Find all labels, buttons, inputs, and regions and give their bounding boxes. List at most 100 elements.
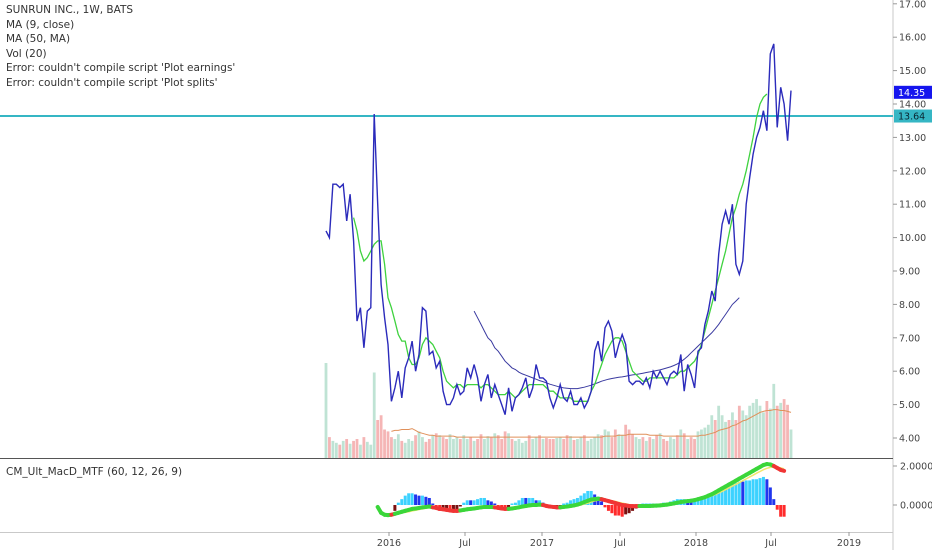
- volume-bar: [417, 431, 421, 458]
- last-price-tag-bg: [894, 85, 932, 99]
- macd-hist-bar: [730, 483, 734, 505]
- volume-bar: [755, 399, 758, 458]
- volume-bar: [414, 435, 417, 458]
- volume-bar: [734, 420, 738, 458]
- volume-bar: [520, 442, 524, 458]
- volume-bar: [365, 441, 369, 458]
- macd-hist-bar: [472, 500, 476, 505]
- macd-hist-bar: [507, 505, 511, 509]
- volume-bar: [469, 437, 473, 458]
- macd-hist-bar: [772, 499, 776, 505]
- volume-bar: [644, 440, 648, 458]
- ma50-line: [473, 297, 740, 390]
- macd-hist-bar: [734, 482, 738, 505]
- macd-hist-bar: [761, 476, 765, 505]
- macd-hist-bar: [407, 493, 411, 505]
- volume-bar: [741, 410, 745, 458]
- macd-hist-bar: [403, 495, 407, 505]
- price-tick-label: 5.00: [899, 400, 920, 411]
- macd-hist-bar: [462, 502, 466, 505]
- macd-hist-bar: [600, 501, 604, 505]
- horizontal-line-tag-label: 13.64: [898, 112, 925, 123]
- macd-hist-bar: [575, 497, 579, 505]
- last-price-tag-label: 14.35: [898, 88, 925, 99]
- volume-bar: [696, 431, 700, 458]
- volume-bar: [372, 372, 376, 458]
- macd-hist-bar: [741, 481, 745, 505]
- volume-bar: [662, 439, 665, 458]
- volume-bar: [748, 405, 752, 458]
- volume-bar: [768, 408, 772, 458]
- volume-bar: [355, 439, 359, 458]
- volume-bar: [359, 444, 362, 458]
- volume-bar: [376, 420, 380, 458]
- volume-bar: [524, 440, 528, 458]
- volume-bar: [341, 440, 345, 458]
- volume-bar: [724, 421, 727, 458]
- volume-bar: [534, 437, 538, 458]
- volume-bar: [679, 429, 683, 458]
- price-tick-label: 16.00: [899, 33, 926, 44]
- macd-hist-bar: [524, 497, 528, 505]
- volume-bar: [576, 439, 579, 458]
- macd-hist-bar: [417, 495, 421, 505]
- volume-bar: [407, 439, 411, 458]
- macd-hist-bar: [569, 500, 573, 505]
- volume-bar: [476, 439, 479, 458]
- price-tick-label: 10.00: [899, 233, 926, 244]
- volume-bar: [600, 435, 603, 458]
- volume-bar: [765, 401, 769, 458]
- volume-bar: [710, 415, 714, 458]
- volume-bar: [686, 439, 690, 458]
- time-tick-label: 2016: [377, 538, 401, 549]
- volume-bar: [744, 415, 748, 458]
- macd-hist-bar: [455, 505, 459, 510]
- macd-hist-bar: [724, 486, 728, 505]
- macd-hist-bar: [458, 505, 462, 507]
- volume-bar: [586, 440, 590, 458]
- volume-bar: [400, 440, 404, 458]
- price-tick-label: 7.00: [899, 333, 920, 344]
- macd-hist-bar: [751, 479, 755, 505]
- macd-hist-bar: [603, 505, 607, 508]
- volume-bar: [613, 429, 617, 458]
- macd-hist-bar: [617, 505, 621, 516]
- volume-bar: [631, 434, 634, 458]
- volume-bar: [489, 437, 493, 458]
- volume-bar: [762, 412, 765, 458]
- volume-bar: [789, 429, 793, 458]
- volume-bar: [700, 429, 703, 458]
- chart-legend: SUNRUN INC., 1W, BATS MA (9, close) MA (…: [6, 3, 235, 91]
- macd-hist-bar: [775, 505, 779, 510]
- macd-hist-bar: [744, 480, 748, 505]
- time-tick-label: 2017: [530, 538, 554, 549]
- macd-hist-bar: [579, 495, 583, 505]
- volume-bar: [517, 439, 521, 458]
- volume-bar: [331, 440, 335, 458]
- volume-bar: [593, 437, 597, 458]
- volume-bar: [486, 436, 490, 458]
- price-line: [325, 43, 792, 415]
- time-tick-label: Jul: [764, 538, 776, 549]
- volume-bar: [665, 440, 669, 458]
- volume-bar: [562, 439, 566, 458]
- volume-bar: [421, 437, 424, 458]
- volume-bar: [324, 363, 328, 458]
- volume-bar: [434, 433, 438, 458]
- price-tick-label: 13.00: [899, 133, 926, 144]
- macd-hist-bar: [696, 500, 700, 505]
- price-tick-label: 14.00: [899, 100, 926, 111]
- volume-bar: [448, 434, 452, 458]
- volume-bar: [500, 439, 504, 458]
- volume-ma-line: [391, 409, 792, 438]
- volume-bar: [682, 433, 686, 458]
- macd-hist-bar: [737, 481, 741, 505]
- volume-bar: [669, 437, 672, 458]
- volume-bar: [775, 405, 779, 458]
- macd-hist-bar: [396, 502, 400, 505]
- macd-hist-bar: [710, 495, 714, 505]
- volume-bar: [555, 438, 559, 458]
- macd-hist-bar: [534, 500, 538, 505]
- volume-bar: [582, 435, 586, 458]
